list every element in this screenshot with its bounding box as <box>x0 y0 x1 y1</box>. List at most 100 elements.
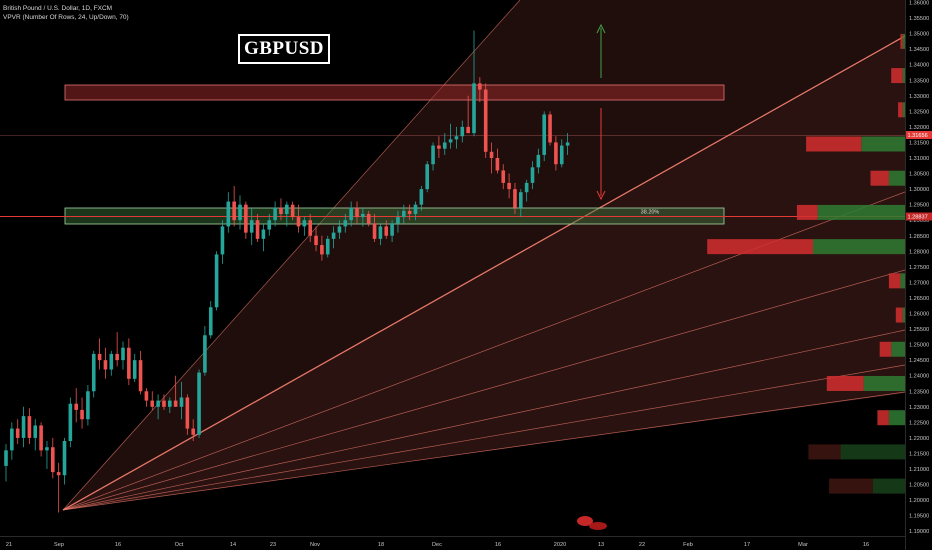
price-tick-label: 1.27000 <box>909 280 929 286</box>
current-price-tag-text: 1.31656 <box>908 133 928 139</box>
candle-body <box>320 245 324 255</box>
candle-body <box>419 189 424 205</box>
price-tick-label: 1.25500 <box>909 327 929 333</box>
candle-body <box>51 447 55 473</box>
price-tick-label: 1.36000 <box>909 1 929 7</box>
volume-profile-down-bar <box>829 478 873 494</box>
time-tick-label: 16 <box>495 542 501 548</box>
candle-body <box>472 83 476 134</box>
candle-body <box>15 428 20 438</box>
time-tick-label: 14 <box>230 542 236 548</box>
candle-body <box>431 145 435 165</box>
candle-body <box>290 204 295 218</box>
price-tick-label: 1.35000 <box>909 32 929 38</box>
price-tick-label: 1.22000 <box>909 436 929 442</box>
candle-body <box>489 151 494 158</box>
volume-profile-down-bar <box>826 375 864 391</box>
logo-mark <box>577 516 593 526</box>
candle-body <box>226 201 231 227</box>
price-tick-label: 1.33000 <box>909 94 929 100</box>
candle-body <box>267 220 272 230</box>
candle-body <box>244 204 248 233</box>
fan-ray <box>62 35 906 511</box>
price-tick-label: 1.33500 <box>909 78 929 84</box>
candle-body <box>203 335 207 373</box>
candle-body <box>249 220 254 233</box>
price-tick-label: 1.29000 <box>909 218 929 224</box>
time-tick-label: 18 <box>378 542 384 548</box>
volume-profile-up-bar <box>900 273 905 289</box>
price-tick-label: 1.35500 <box>909 16 929 22</box>
candle-body <box>261 229 266 239</box>
candle-body <box>144 391 149 401</box>
candle-body <box>138 360 143 392</box>
volume-profile-down-bar <box>877 410 889 426</box>
candle-body <box>214 254 219 308</box>
candle-body <box>460 126 465 137</box>
price-tick-label: 1.34000 <box>909 63 929 69</box>
support-zone <box>64 207 725 225</box>
candle-body <box>372 223 377 239</box>
volume-profile-down-bar <box>806 136 862 152</box>
down-arrow-head <box>596 190 606 201</box>
candle-body <box>39 425 43 451</box>
support-price-tag <box>906 212 932 221</box>
candle-body <box>220 226 225 255</box>
candle-body <box>548 114 552 143</box>
time-tick-label: Feb <box>683 542 693 548</box>
candle-body <box>513 189 517 208</box>
price-tick-label: 1.20500 <box>909 483 929 489</box>
candle-body <box>179 397 184 407</box>
candle-body <box>565 142 570 146</box>
candle-body <box>325 238 330 255</box>
candle-body <box>390 223 394 236</box>
time-tick-label: 21 <box>6 542 12 548</box>
candle-body <box>74 403 78 410</box>
candle-body <box>56 472 61 476</box>
volume-profile-down-bar <box>808 444 841 460</box>
candle-body <box>495 158 500 171</box>
candle-body <box>91 353 96 392</box>
candle-body <box>109 353 114 370</box>
time-tick-label: 22 <box>639 542 645 548</box>
candle-body <box>507 182 511 190</box>
volume-profile-up-bar <box>888 170 905 186</box>
candle-body <box>466 126 470 134</box>
price-tick-label: 1.34500 <box>909 47 929 53</box>
time-tick-label: Nov <box>310 542 320 548</box>
volume-profile-down-bar <box>879 341 892 357</box>
candle-body <box>4 450 8 466</box>
volume-profile-up-bar <box>902 68 905 84</box>
volume-profile-up-bar <box>891 341 905 357</box>
price-tick-label: 1.24000 <box>909 374 929 380</box>
fan-ray <box>62 364 906 511</box>
candle-body <box>121 347 125 361</box>
candle-body <box>21 416 26 438</box>
candle-body <box>559 145 564 165</box>
candle-body <box>10 428 14 451</box>
candle-body <box>238 204 242 221</box>
candle-body <box>349 207 353 221</box>
candle-body <box>554 142 558 165</box>
candle-body <box>185 397 190 429</box>
candle-body <box>331 232 336 239</box>
current-price-tag <box>906 131 932 139</box>
price-tick-label: 1.30500 <box>909 172 929 178</box>
price-tick-label: 1.31000 <box>909 156 929 162</box>
time-tick-label: Mar <box>798 542 808 548</box>
candle-body <box>501 170 506 183</box>
price-tick-label: 1.31500 <box>909 140 929 146</box>
symbol-badge: GBPUSD <box>238 34 330 64</box>
candle-body <box>314 235 318 246</box>
price-tick-label: 1.23500 <box>909 389 929 395</box>
volume-profile-down-bar <box>895 307 903 323</box>
candle-body <box>478 83 482 90</box>
support-price-tag-text: 1.28837 <box>908 215 928 221</box>
time-tick-label: 13 <box>598 542 604 548</box>
volume-profile-down-bar <box>888 273 901 289</box>
indicator-header: VPVR (Number Of Rows, 24, Up/Down, 70) <box>3 14 129 21</box>
candle-body <box>343 220 348 227</box>
price-tick-label: 1.23000 <box>909 405 929 411</box>
candle-body <box>197 372 201 435</box>
logo-mark-tail <box>589 522 607 530</box>
